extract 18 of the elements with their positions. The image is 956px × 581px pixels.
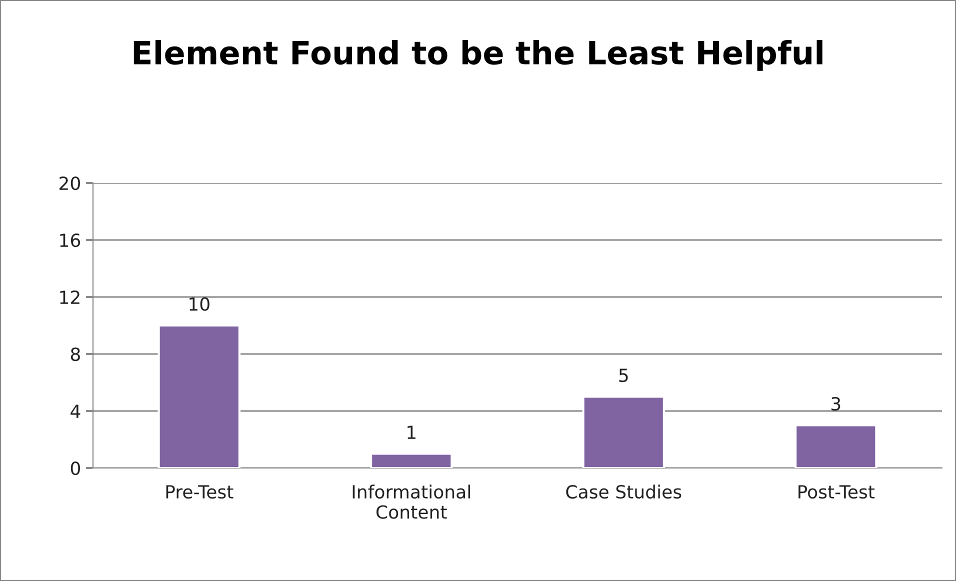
data-label: 10 bbox=[190, 297, 210, 311]
x-tick-label: Case Studies bbox=[566, 484, 682, 499]
y-tick-label: 20 bbox=[60, 176, 80, 190]
y-tick-label: 4 bbox=[70, 404, 80, 418]
bar bbox=[370, 452, 453, 468]
chart-title: Element Found to be the Least Helpful bbox=[134, 40, 822, 71]
y-tick-label: 12 bbox=[60, 290, 80, 304]
y-tick-label: 16 bbox=[60, 233, 80, 248]
x-tick-label: Pre-Test bbox=[166, 485, 234, 499]
y-tick-label: 0 bbox=[70, 461, 80, 476]
bar bbox=[582, 396, 665, 468]
x-tick-label: Post-Test bbox=[798, 485, 875, 499]
x-tick-label: Informational Content bbox=[352, 484, 470, 519]
y-tick-label: 8 bbox=[70, 347, 80, 362]
data-label: 5 bbox=[619, 368, 628, 382]
data-label: 3 bbox=[832, 396, 840, 411]
bar bbox=[794, 424, 878, 468]
data-label: 1 bbox=[408, 426, 416, 439]
